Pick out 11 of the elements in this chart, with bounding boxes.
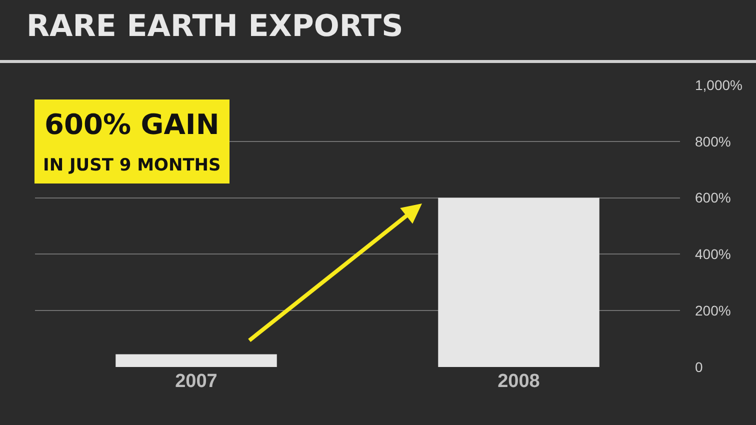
chart-title: RARE EARTH EXPORTS: [26, 8, 404, 44]
y-tick-label: 0: [695, 358, 703, 375]
y-tick-label: 400%: [695, 246, 731, 262]
y-tick-label: 200%: [695, 302, 731, 318]
y-tick-label: 1,000%: [695, 76, 742, 93]
annotation: 600% GAIN: [44, 108, 220, 141]
y-tick-label: 800%: [695, 133, 731, 150]
y-tick-label: 600%: [695, 190, 731, 206]
x-tick-label: 2007: [175, 371, 218, 392]
x-tick-label: 2008: [498, 371, 540, 392]
annotation: IN JUST 9 MONTHS: [43, 155, 221, 176]
